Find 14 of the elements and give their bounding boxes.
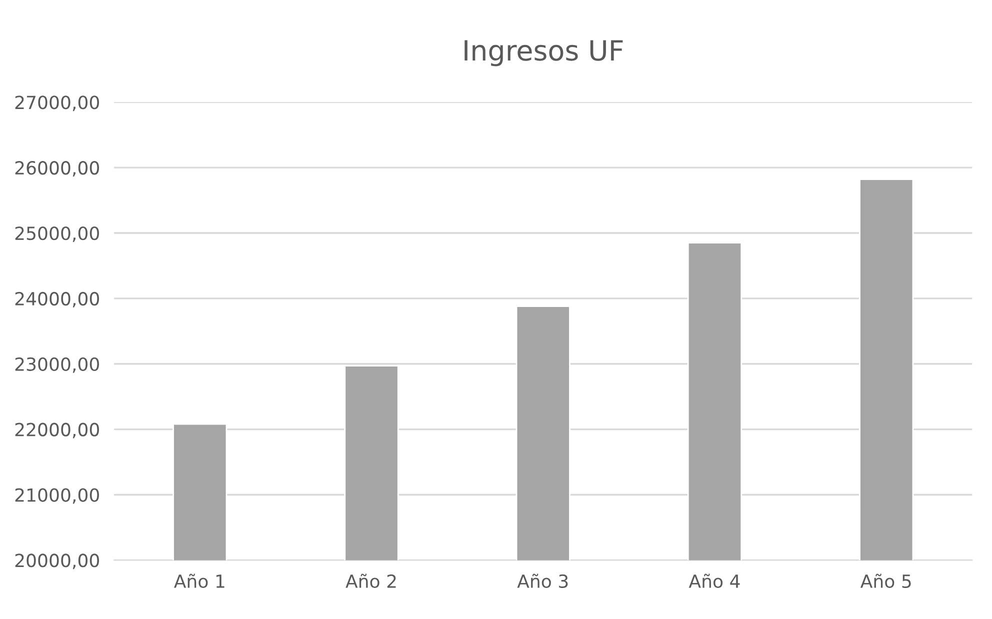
y-tick-label: 20000,00 xyxy=(15,554,99,570)
x-tick-label: Año 2 xyxy=(346,574,396,588)
y-tick-label: 25000,00 xyxy=(15,226,99,242)
x-tick-label: Año 5 xyxy=(860,574,911,588)
x-tick-label: Año 4 xyxy=(688,574,740,588)
y-tick-label: 26000,00 xyxy=(15,161,99,177)
y-tick-label: 23000,00 xyxy=(15,357,99,373)
x-tick-label: Año 3 xyxy=(517,574,568,588)
y-tick-label: 21000,00 xyxy=(15,488,99,504)
y-tick-label: 22000,00 xyxy=(15,422,99,438)
x-tick-label: Año 1 xyxy=(174,574,224,588)
chart-title: Ingresos UF xyxy=(464,40,623,66)
y-tick-label: 27000,00 xyxy=(15,96,99,112)
y-tick-label: 24000,00 xyxy=(15,292,99,308)
